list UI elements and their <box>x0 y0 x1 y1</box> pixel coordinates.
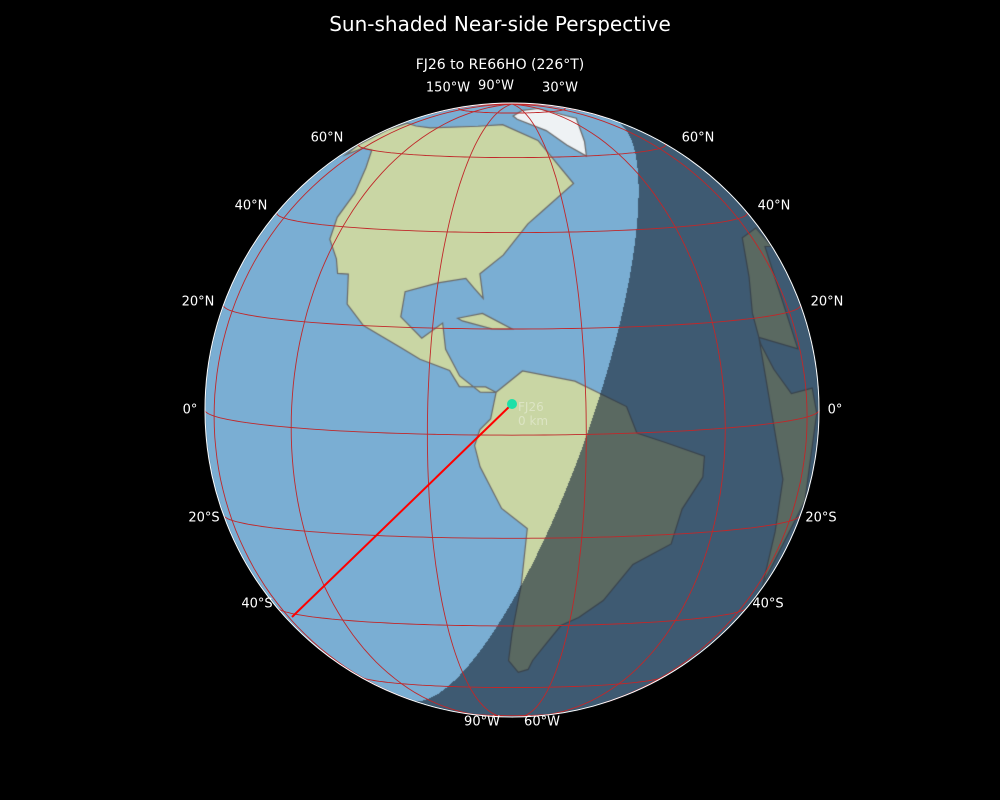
lat-label-right: 40°N <box>757 198 791 214</box>
parallel-line <box>223 305 801 330</box>
station-grid: FJ26 <box>518 400 544 414</box>
lat-label-left: 20°S <box>188 510 220 526</box>
globe-limb <box>204 102 820 718</box>
parallel-line <box>204 409 820 436</box>
parallel-line <box>360 676 664 689</box>
meridian-line <box>511 103 808 704</box>
lat-label-right: 0° <box>827 402 843 418</box>
station-marker-icon <box>507 399 517 409</box>
lat-label-right: 20°N <box>810 294 844 310</box>
meridian-line <box>290 103 513 716</box>
lon-label-bottom: 90°W <box>464 714 500 730</box>
lon-label-top: 90°W <box>478 78 514 94</box>
lat-label-left: 40°N <box>234 198 268 214</box>
map-title: Sun-shaded Near-side Perspective <box>329 12 671 36</box>
lat-label-left: 60°N <box>310 130 344 146</box>
meridian-line <box>511 103 726 716</box>
station-label: FJ26 0 km <box>518 400 548 428</box>
night-shading <box>202 100 822 720</box>
lat-label-right: 20°S <box>805 510 837 526</box>
lat-label-left: 0° <box>182 402 198 418</box>
parallel-line <box>276 212 748 234</box>
parallel-line <box>223 515 801 539</box>
lon-label-bottom: 60°W <box>524 714 560 730</box>
map-subtitle: FJ26 to RE66HO (226°T) <box>415 57 585 73</box>
lat-label-right: 40°S <box>752 596 784 612</box>
lat-label-left: 40°S <box>241 596 273 612</box>
parallel-line <box>358 142 666 159</box>
lat-label-left: 20°N <box>181 294 215 310</box>
meridian-line <box>511 103 587 718</box>
meridian-line <box>426 103 513 718</box>
lon-label-top: 30°W <box>542 80 578 96</box>
lat-label-right: 60°N <box>681 130 715 146</box>
globe-overlay <box>204 102 820 718</box>
great-circle-path <box>291 403 513 618</box>
station-distance: 0 km <box>518 414 549 428</box>
lon-label-top: 150°W <box>425 80 471 96</box>
meridian-line <box>213 103 513 701</box>
graticule <box>204 102 820 718</box>
parallel-line <box>277 607 747 627</box>
